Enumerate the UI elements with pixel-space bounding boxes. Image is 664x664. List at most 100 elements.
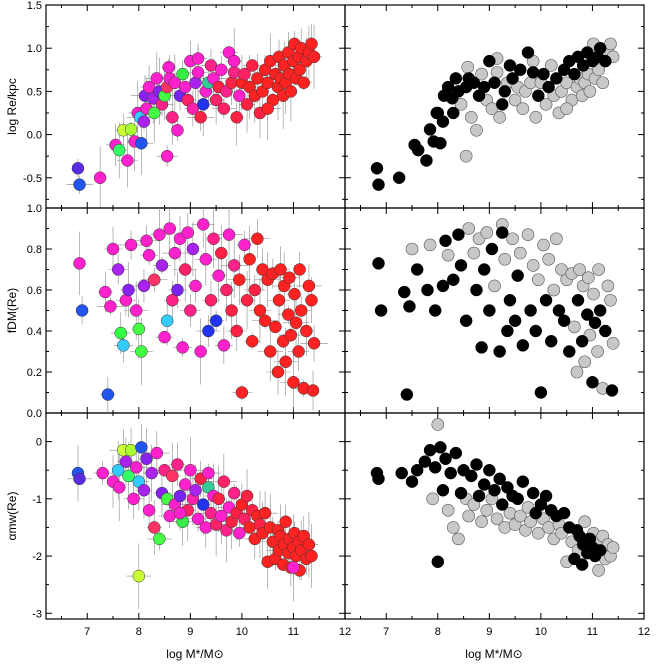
data-point-black bbox=[410, 463, 424, 477]
data-point-gray bbox=[475, 515, 488, 529]
data-point-gray bbox=[405, 242, 419, 256]
panel-top-right bbox=[344, 4, 645, 209]
data-point-black bbox=[423, 123, 437, 136]
x-tick-label: 11 bbox=[288, 626, 299, 638]
data-point-gray bbox=[490, 512, 504, 526]
data-point bbox=[297, 76, 311, 89]
data-point-black bbox=[405, 475, 419, 488]
data-point-gray bbox=[550, 232, 563, 246]
data-point bbox=[166, 469, 179, 483]
data-point bbox=[230, 111, 243, 124]
data-point bbox=[155, 259, 169, 272]
data-point bbox=[196, 498, 210, 511]
data-point-black bbox=[493, 472, 506, 486]
data-point-gray bbox=[591, 345, 604, 358]
data-point-gray bbox=[475, 67, 488, 81]
data-point-black bbox=[495, 226, 509, 239]
data-point bbox=[196, 218, 210, 231]
data-point-black bbox=[539, 489, 553, 503]
data-point-black bbox=[557, 314, 571, 327]
data-point bbox=[71, 162, 85, 175]
data-point bbox=[191, 52, 205, 65]
data-point bbox=[272, 294, 286, 307]
data-point bbox=[73, 472, 86, 486]
data-point bbox=[217, 102, 231, 115]
x-tick-label: 7 bbox=[383, 626, 389, 638]
data-point bbox=[166, 294, 179, 307]
data-point-black bbox=[526, 66, 540, 79]
data-point bbox=[137, 279, 151, 293]
data-point-black bbox=[418, 455, 432, 468]
data-point-black bbox=[526, 486, 540, 500]
points-group bbox=[67, 423, 319, 609]
data-point bbox=[129, 461, 143, 474]
data-point bbox=[73, 178, 86, 191]
data-point bbox=[302, 279, 316, 293]
data-point bbox=[176, 67, 189, 81]
panel-middle-left: 1.0 0.8 0.6 0.4 0.2 0.0 fDM(Re) bbox=[5, 203, 346, 420]
points-group bbox=[370, 37, 620, 191]
data-point bbox=[194, 345, 207, 358]
data-point-black bbox=[575, 335, 589, 348]
data-point bbox=[119, 294, 133, 307]
data-point-gray bbox=[462, 509, 476, 523]
data-point bbox=[279, 355, 292, 368]
data-point bbox=[240, 294, 254, 307]
data-point-black bbox=[571, 294, 585, 307]
data-point-black bbox=[430, 106, 444, 120]
data-point bbox=[204, 506, 218, 520]
data-point bbox=[294, 304, 308, 317]
data-point bbox=[135, 136, 148, 150]
data-point-black bbox=[410, 263, 424, 276]
data-point-black bbox=[483, 54, 496, 68]
data-point-black bbox=[563, 345, 576, 358]
data-point bbox=[305, 294, 318, 307]
data-point-black bbox=[434, 441, 447, 454]
data-point-gray bbox=[532, 526, 545, 540]
x-tick-label: 12 bbox=[339, 626, 351, 638]
data-point-black bbox=[575, 558, 589, 571]
data-point-black bbox=[470, 283, 483, 297]
data-point-black bbox=[503, 294, 517, 307]
data-point-black bbox=[493, 345, 506, 358]
data-point bbox=[288, 287, 301, 301]
y-tick-label: -2 bbox=[32, 551, 42, 563]
data-point bbox=[132, 322, 146, 336]
data-point bbox=[166, 111, 179, 124]
data-point bbox=[251, 232, 264, 245]
data-point bbox=[209, 314, 223, 327]
x-tick-label: 9 bbox=[187, 626, 193, 638]
data-point bbox=[189, 76, 202, 89]
data-point bbox=[227, 66, 241, 79]
data-point bbox=[238, 238, 251, 252]
data-point-gray bbox=[513, 509, 527, 523]
data-point bbox=[258, 314, 272, 327]
data-point bbox=[112, 143, 126, 157]
data-point bbox=[163, 509, 176, 523]
data-point-gray bbox=[508, 93, 522, 107]
data-point-black bbox=[521, 46, 535, 59]
data-point-gray bbox=[441, 503, 455, 517]
data-point-gray bbox=[570, 365, 584, 379]
data-point-gray bbox=[441, 248, 455, 262]
data-point bbox=[284, 85, 298, 98]
data-point bbox=[240, 98, 254, 111]
data-point bbox=[124, 238, 138, 252]
data-point bbox=[215, 509, 228, 523]
data-point-black bbox=[372, 472, 385, 486]
x-tick-label: 12 bbox=[638, 626, 650, 638]
data-point bbox=[271, 365, 285, 379]
data-point bbox=[283, 271, 296, 284]
data-point-black bbox=[581, 308, 594, 321]
data-point-gray bbox=[537, 238, 550, 252]
data-point-gray bbox=[467, 246, 481, 260]
data-point-gray bbox=[446, 521, 460, 534]
data-point-black bbox=[483, 463, 496, 477]
data-point bbox=[212, 269, 225, 282]
data-point bbox=[106, 242, 120, 256]
data-point bbox=[173, 506, 187, 520]
data-point bbox=[220, 283, 233, 297]
data-point bbox=[178, 263, 192, 276]
data-point-gray bbox=[423, 238, 437, 252]
data-point bbox=[243, 253, 256, 266]
